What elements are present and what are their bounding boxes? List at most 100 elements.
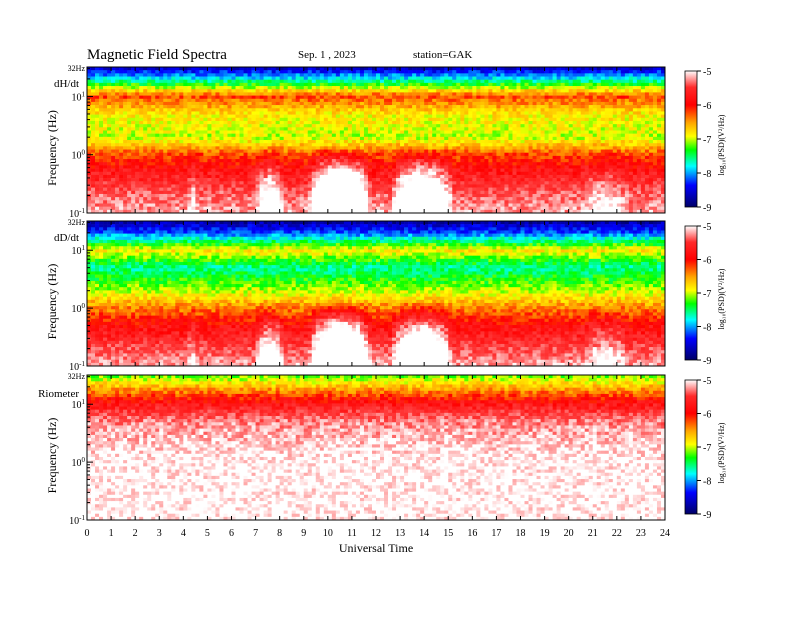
heatmap-cell — [231, 162, 236, 166]
heatmap-cell — [231, 155, 236, 160]
heatmap-cell — [175, 146, 180, 150]
heatmap-cell — [139, 184, 144, 188]
heatmap-cell — [95, 174, 100, 179]
heatmap-cell — [147, 197, 152, 201]
heatmap-cell — [460, 200, 465, 204]
heatmap-cell — [167, 162, 172, 166]
heatmap-cell — [235, 70, 240, 74]
heatmap-cell — [380, 105, 385, 109]
heatmap-cell — [115, 79, 120, 84]
heatmap-cell — [416, 114, 421, 119]
heatmap-cell — [347, 127, 353, 131]
heatmap-cell — [295, 165, 301, 169]
heatmap-cell — [299, 108, 305, 112]
heatmap-cell — [392, 165, 397, 169]
heatmap-cell — [147, 203, 152, 207]
heatmap-cell — [167, 159, 172, 163]
heatmap-cell — [123, 162, 128, 166]
heatmap-cell — [143, 190, 148, 195]
heatmap-cell — [476, 108, 481, 112]
heatmap-cell — [488, 155, 493, 160]
heatmap-cell — [420, 92, 425, 96]
heatmap-cell — [247, 168, 252, 173]
heatmap-cell — [151, 114, 156, 119]
heatmap-cell — [139, 187, 144, 192]
heatmap-cell — [187, 101, 192, 106]
heatmap-cell — [460, 206, 465, 211]
heatmap-cell — [444, 165, 449, 169]
heatmap-cell — [267, 70, 272, 74]
heatmap-cell — [255, 190, 260, 195]
heatmap-cell — [235, 89, 240, 93]
heatmap-cell — [504, 79, 509, 84]
heatmap-cell — [107, 159, 112, 163]
heatmap-cell — [215, 92, 220, 96]
heatmap-cell — [215, 155, 220, 160]
heatmap-cell — [472, 178, 477, 182]
heatmap-cell — [155, 124, 160, 128]
heatmap-cell — [103, 70, 108, 74]
heatmap-cell — [424, 98, 429, 103]
heatmap-cell — [139, 200, 144, 204]
heatmap-cell — [472, 159, 477, 163]
heatmap-cell — [95, 79, 100, 84]
heatmap-cell — [119, 146, 124, 150]
heatmap-cell — [303, 92, 309, 96]
heatmap-cell — [476, 82, 481, 87]
heatmap-cell — [404, 193, 409, 198]
heatmap-cell — [135, 95, 140, 100]
heatmap-cell — [303, 149, 309, 153]
heatmap-cell — [476, 136, 481, 141]
heatmap-cell — [456, 73, 461, 77]
heatmap-cell — [215, 190, 220, 195]
heatmap-cell — [351, 159, 357, 163]
heatmap-cell — [255, 127, 260, 131]
heatmap-cell — [275, 133, 280, 138]
heatmap-cell — [175, 143, 180, 147]
heatmap-cell — [476, 209, 481, 214]
heatmap-cell — [396, 79, 401, 84]
heatmap-cell — [331, 120, 337, 125]
heatmap-cell — [115, 178, 120, 182]
heatmap-cell — [187, 89, 192, 93]
heatmap-cell — [159, 143, 164, 147]
heatmap-cell — [211, 209, 216, 214]
heatmap-cell — [171, 105, 176, 109]
heatmap-cell — [476, 140, 481, 144]
heatmap-cell — [143, 159, 148, 163]
heatmap-cell — [215, 209, 220, 214]
heatmap-cell — [159, 114, 164, 119]
heatmap-cell — [203, 101, 208, 106]
heatmap-cell — [303, 146, 309, 150]
heatmap-cell — [472, 174, 477, 179]
heatmap-cell — [516, 190, 521, 195]
heatmap-cell — [151, 136, 156, 141]
heatmap-cell — [376, 95, 381, 100]
heatmap-cell — [99, 159, 104, 163]
heatmap-cell — [472, 108, 477, 112]
heatmap-cell — [363, 171, 369, 176]
heatmap-cell — [187, 114, 192, 119]
heatmap-cell — [307, 190, 313, 195]
heatmap-cell — [231, 76, 236, 80]
heatmap-cell — [135, 184, 140, 188]
heatmap-cell — [103, 111, 108, 115]
heatmap-cell — [448, 174, 453, 179]
heatmap-cell — [195, 174, 200, 179]
heatmap-cell — [127, 89, 132, 93]
heatmap-cell — [159, 209, 164, 214]
heatmap-cell — [231, 117, 236, 122]
heatmap-cell — [468, 168, 473, 173]
heatmap-cell — [311, 95, 317, 100]
heatmap-cell — [456, 111, 461, 115]
heatmap-cell — [380, 111, 385, 115]
heatmap-cell — [87, 149, 92, 153]
heatmap-cell — [440, 79, 445, 84]
heatmap-cell — [279, 149, 284, 153]
heatmap-cell — [147, 89, 152, 93]
heatmap-cell — [500, 136, 505, 141]
heatmap-cell — [315, 159, 321, 163]
heatmap-cell — [508, 73, 513, 77]
heatmap-cell — [424, 111, 429, 115]
heatmap-cell — [167, 187, 172, 192]
